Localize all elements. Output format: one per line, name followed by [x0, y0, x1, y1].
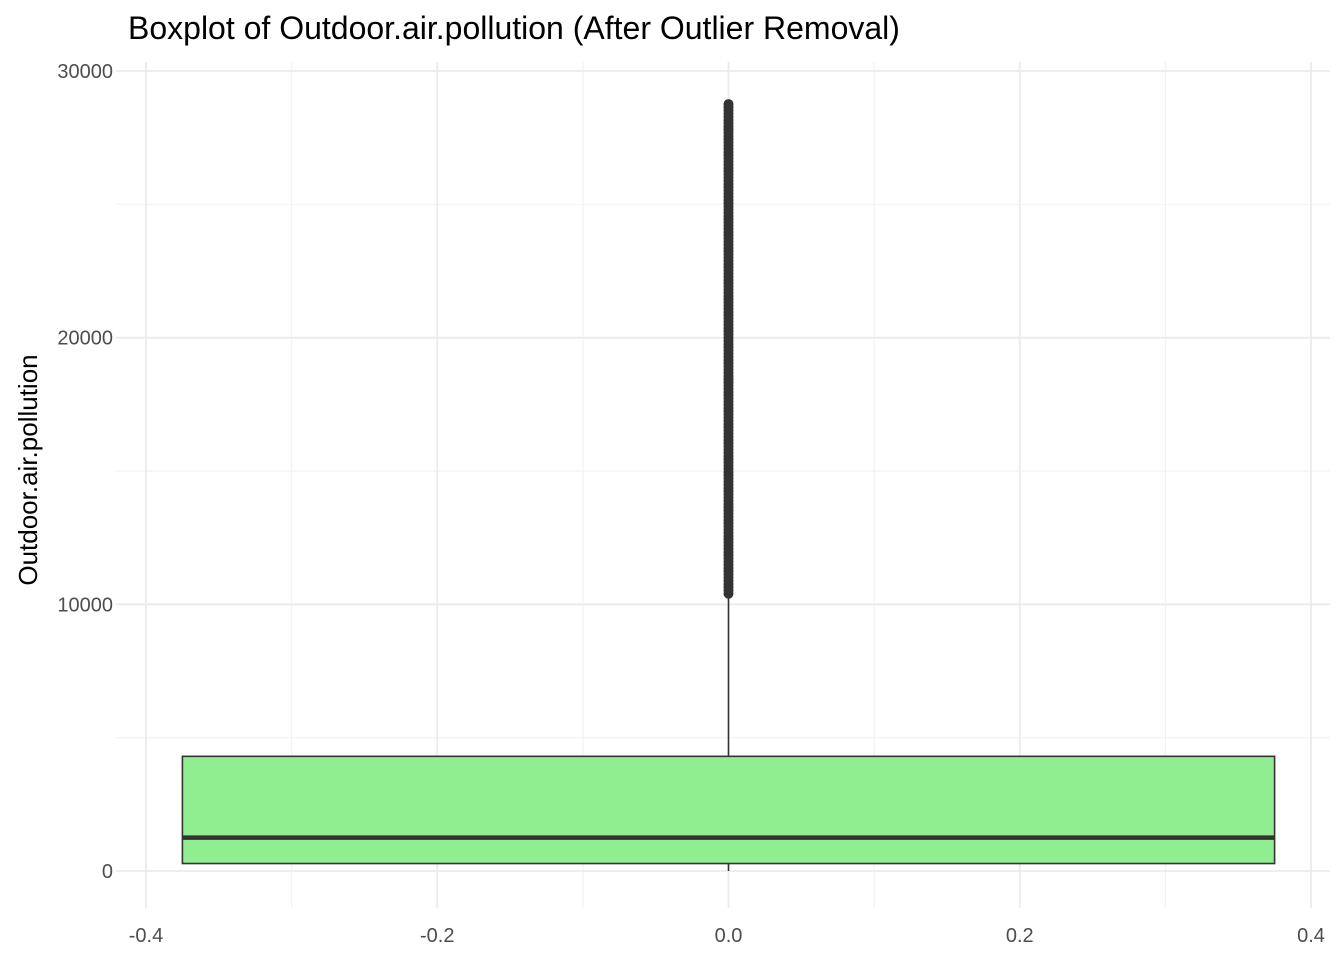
y-axis-ticks: 0 10000 20000 30000	[57, 61, 113, 883]
x-tick-label: -0.2	[420, 925, 454, 947]
y-tick-label: 10000	[57, 594, 113, 616]
boxplot	[181, 99, 1276, 871]
x-tick-label: 0.0	[715, 925, 743, 947]
x-tick-label: 0.2	[1006, 925, 1034, 947]
outlier-point	[723, 99, 734, 110]
y-tick-label: 0	[102, 861, 113, 883]
y-axis-title: Outdoor.air.pollution	[13, 354, 43, 585]
x-tick-label: 0.4	[1297, 925, 1325, 947]
x-tick-label: -0.4	[129, 925, 163, 947]
chart-title: Boxplot of Outdoor.air.pollution (After …	[128, 10, 900, 46]
y-tick-label: 30000	[57, 61, 113, 83]
outlier-points	[723, 99, 734, 599]
y-tick-label: 20000	[57, 328, 113, 350]
iqr-box	[181, 755, 1276, 865]
x-axis-ticks: -0.4 -0.2 0.0 0.2 0.4	[129, 925, 1325, 947]
